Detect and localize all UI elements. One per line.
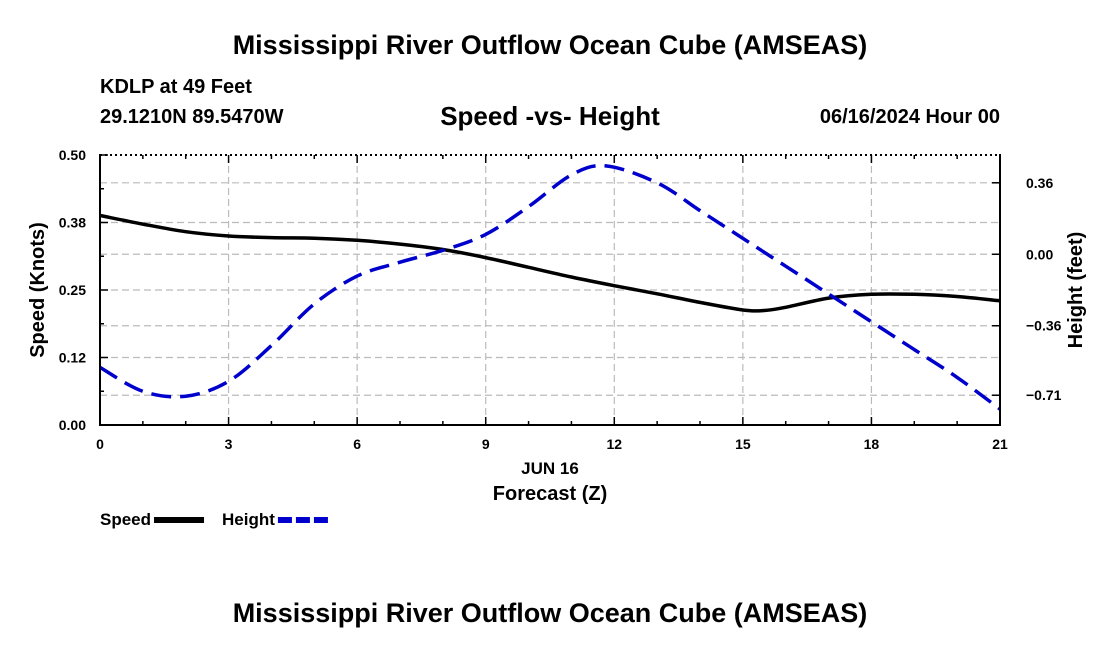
forecast-datetime: 06/16/2024 Hour 00 (819, 106, 1000, 128)
x-tick-label: 0 (96, 436, 104, 452)
legend-label-speed: Speed (100, 510, 151, 529)
x-tick-label: 6 (353, 436, 361, 452)
y2-axis-title: Height (feet) (1065, 232, 1087, 349)
y-tick-label: 0.00 (59, 417, 86, 433)
y2-tick-label: 0.00 (1026, 246, 1053, 262)
station-label: KDLP at 49 Feet (100, 76, 252, 98)
series-line-height (99, 163, 1002, 411)
y-axis-title: Speed (Knots) (27, 222, 49, 358)
x-tick-label: 21 (992, 436, 1008, 452)
chart-subtitle: Speed -vs- Height (440, 101, 660, 131)
series-line-speed (99, 213, 1001, 313)
x-axis-date-label: JUN 16 (521, 459, 579, 478)
x-tick-label: 15 (735, 436, 751, 452)
y-tick-label: 0.50 (59, 147, 86, 163)
x-tick-label: 3 (225, 436, 233, 452)
y-tick-label: 0.12 (59, 350, 86, 366)
y2-tick-label: −0.36 (1026, 318, 1062, 334)
coordinates-label: 29.1210N 89.5470W (100, 106, 284, 128)
y-tick-label: 0.25 (59, 282, 86, 298)
footer-title: Mississippi River Outflow Ocean Cube (AM… (232, 598, 868, 628)
y2-tick-label: −0.71 (1026, 387, 1062, 403)
y-tick-label: 0.38 (59, 215, 86, 231)
x-tick-label: 9 (482, 436, 490, 452)
chart-main-title: Mississippi River Outflow Ocean Cube (AM… (232, 30, 868, 60)
x-tick-label: 12 (606, 436, 622, 452)
legend-label-height: Height (222, 510, 275, 529)
y2-tick-label: 0.36 (1026, 175, 1053, 191)
x-tick-label: 18 (864, 436, 880, 452)
x-axis-title: Forecast (Z) (493, 483, 607, 505)
